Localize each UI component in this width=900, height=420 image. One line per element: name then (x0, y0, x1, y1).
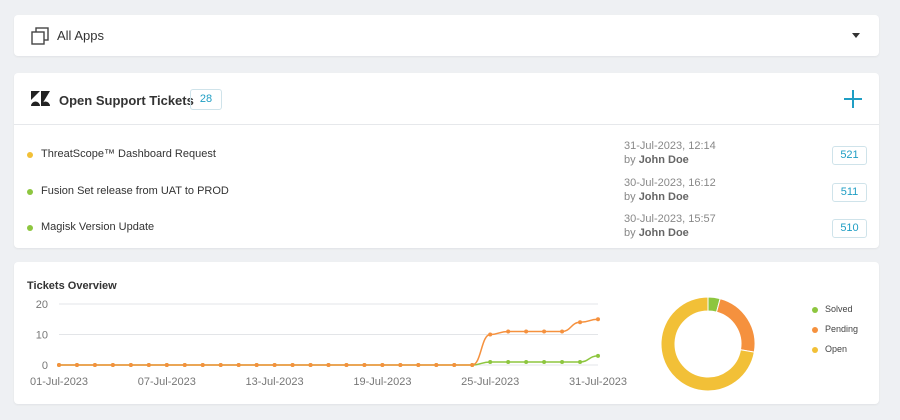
tickets-title: Open Support Tickets (59, 93, 194, 108)
x-tick-label: 25-Jul-2023 (461, 376, 519, 388)
x-tick-label: 07-Jul-2023 (138, 376, 196, 388)
ticket-row[interactable]: Magisk Version Update 30-Jul-2023, 15:57… (14, 210, 879, 246)
data-point-pending (164, 363, 169, 367)
data-point-pending (272, 363, 277, 367)
ticket-author: by John Doe (624, 191, 689, 203)
ticket-author: by John Doe (624, 227, 689, 239)
donut-slice-open (660, 296, 755, 392)
data-point-pending (308, 363, 313, 367)
ticket-date: 30-Jul-2023, 16:12 (624, 177, 716, 189)
data-point-pending (434, 363, 439, 367)
y-tick-label: 10 (36, 330, 48, 342)
tickets-overview-card: Tickets Overview 0 10 20 01-Jul-2023 07-Jul-… (14, 262, 879, 404)
data-point-solved (488, 359, 493, 364)
data-point-solved (596, 353, 600, 358)
data-point-solved (560, 359, 565, 364)
zendesk-logo-icon (31, 91, 50, 106)
data-point-pending (326, 363, 331, 367)
donut-slice-pending (715, 297, 756, 353)
tickets-line-chart: 0 10 20 01-Jul-2023 07-Jul-2023 13-Jul-2023 19… (30, 299, 627, 388)
ticket-subject[interactable]: Magisk Version Update (41, 221, 155, 233)
legend-label: Open (825, 344, 848, 354)
data-point-pending (254, 363, 259, 367)
data-point-solved (524, 359, 529, 364)
data-point-pending (398, 363, 403, 367)
data-point-pending (362, 363, 367, 367)
ticket-status-dot (27, 189, 33, 195)
y-tick-label: 20 (36, 299, 48, 311)
y-tick-label: 0 (42, 360, 48, 372)
ticket-count-badge: 28 (190, 89, 222, 110)
ticket-id-badge[interactable]: 521 (832, 146, 867, 165)
ticket-subject[interactable]: ThreatScope™ Dashboard Request (41, 148, 216, 160)
data-point-pending (416, 363, 421, 367)
ticket-row[interactable]: ThreatScope™ Dashboard Request 31-Jul-20… (14, 137, 879, 173)
app-selector-label: All Apps (57, 28, 104, 43)
data-point-pending (578, 320, 583, 325)
add-ticket-plus-icon[interactable] (843, 89, 863, 109)
tickets-header: Open Support Tickets 28 (14, 73, 879, 125)
data-point-pending (596, 317, 600, 322)
x-tick-label: 01-Jul-2023 (30, 376, 88, 388)
data-point-solved (506, 359, 511, 364)
data-point-pending (506, 329, 511, 334)
ticket-date: 31-Jul-2023, 12:14 (624, 140, 716, 152)
ticket-date: 30-Jul-2023, 15:57 (624, 213, 716, 225)
x-tick-label: 19-Jul-2023 (353, 376, 411, 388)
data-point-pending (236, 363, 241, 367)
data-point-pending (524, 329, 529, 334)
ticket-row[interactable]: Fusion Set release from UAT to PROD 30-J… (14, 174, 879, 210)
ticket-id-badge[interactable]: 511 (832, 183, 867, 202)
data-point-pending (128, 363, 133, 367)
data-point-pending (344, 363, 349, 367)
data-point-pending (200, 363, 205, 367)
data-point-solved (578, 359, 583, 364)
legend-label: Solved (825, 304, 853, 314)
overview-title: Tickets Overview (27, 280, 117, 292)
legend-swatch (812, 327, 818, 333)
open-support-tickets-card: Open Support Tickets 28 ThreatScope™ Das… (14, 73, 879, 248)
data-point-pending (92, 363, 97, 367)
data-point-pending (182, 363, 187, 367)
series-line-pending (59, 318, 599, 366)
ticket-id-badge[interactable]: 510 (832, 219, 867, 238)
data-point-solved (542, 359, 547, 364)
x-tick-label: 13-Jul-2023 (246, 376, 304, 388)
legend-swatch (812, 307, 818, 313)
data-point-pending (560, 329, 565, 334)
data-point-pending (542, 329, 547, 334)
data-point-pending (290, 363, 295, 367)
x-tick-label: 31-Jul-2023 (569, 376, 627, 388)
chevron-down-icon (852, 33, 860, 38)
data-point-pending (146, 363, 151, 367)
ticket-author: by John Doe (624, 154, 689, 166)
legend-label: Pending (825, 324, 859, 334)
app-selector-dropdown[interactable]: All Apps (14, 15, 879, 56)
apps-stack-icon (31, 27, 49, 45)
data-point-pending (470, 363, 475, 367)
data-point-pending (488, 332, 493, 337)
legend-swatch (812, 347, 818, 353)
data-point-pending (110, 363, 115, 367)
ticket-subject[interactable]: Fusion Set release from UAT to PROD (41, 185, 229, 197)
data-point-pending (452, 363, 457, 367)
ticket-status-dot (27, 152, 33, 158)
data-point-pending (218, 363, 223, 367)
ticket-status-dot (27, 225, 33, 231)
data-point-pending (380, 363, 385, 367)
tickets-donut-chart (660, 296, 756, 392)
data-point-pending (57, 363, 61, 367)
data-point-pending (74, 363, 79, 367)
